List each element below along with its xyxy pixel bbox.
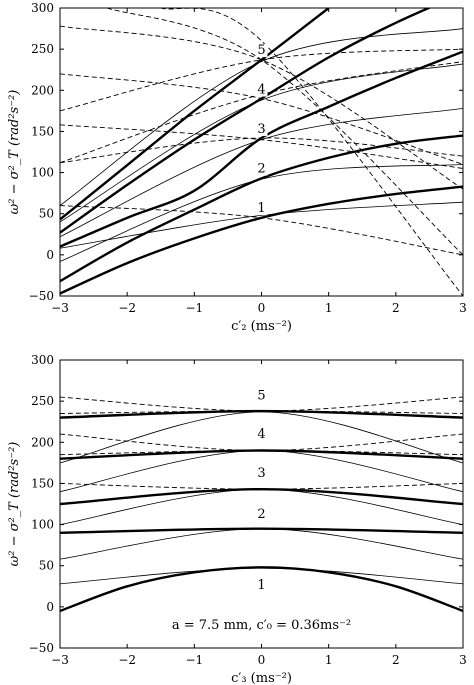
series-line-18 [106, 8, 463, 256]
y-tick-label: 100 [31, 166, 54, 180]
x-tick-label: 2 [392, 653, 400, 667]
series-line-4 [60, 449, 463, 460]
y-tick-label: 250 [31, 394, 54, 408]
y-tick-label: 250 [31, 42, 54, 56]
mode-label-3: 3 [257, 122, 265, 137]
mode-label-5: 5 [257, 43, 265, 58]
x-tick-label: −1 [185, 301, 203, 315]
mode-label-5: 5 [257, 388, 265, 403]
x-tick-label: 1 [325, 653, 333, 667]
y-tick-label: 50 [39, 559, 54, 573]
mode-label-4: 4 [257, 83, 265, 98]
series-line-2 [60, 527, 463, 534]
series-line-10 [60, 411, 463, 464]
mode-label-backing [255, 578, 268, 592]
y-tick-label: 300 [31, 353, 54, 367]
x-tick-label: −2 [118, 301, 136, 315]
series-line-1 [60, 566, 463, 613]
y-tick-label: 0 [46, 248, 54, 262]
mode-label-backing [255, 428, 268, 442]
series-line-11 [60, 205, 463, 256]
bottom-panel: −3 −2 −1 0 1 2 3 −50 0 50 100 150 200 250 300 1 2 3 4 5 a = … [7, 353, 467, 685]
series-line-10 [60, 28, 463, 206]
series-line-17 [60, 48, 463, 112]
mode-label-backing [255, 202, 268, 216]
y-axis-label: ω² − σ²_T (rad²s⁻²) [7, 442, 22, 567]
series-line-9 [60, 63, 463, 223]
series-line-7 [60, 528, 463, 560]
series-line-6 [60, 567, 463, 585]
x-tick-label: 3 [459, 301, 467, 315]
x-axis-label: c′₃ (ms⁻²) [231, 671, 292, 685]
series-line-13 [60, 433, 463, 451]
y-tick-label: −50 [29, 289, 54, 303]
mode-label-1: 1 [257, 578, 265, 593]
series-line-12 [60, 137, 463, 164]
mode-label-backing [255, 83, 268, 97]
x-tick-label: 3 [459, 653, 467, 667]
series-line-3 [60, 487, 463, 506]
y-tick-label: 200 [31, 435, 54, 449]
series-group [60, 396, 463, 613]
x-tick-label: 0 [258, 653, 266, 667]
y-tick-label: 100 [31, 518, 54, 532]
mode-label-backing [255, 466, 268, 480]
series-line-13 [60, 124, 463, 169]
series-line-5 [60, 8, 330, 221]
y-axis-label: ω² − σ²_T (rad²s⁻²) [7, 90, 22, 215]
series-line-15 [60, 25, 463, 190]
x-tick-label: 0 [258, 301, 266, 315]
y-tick-label: −50 [29, 641, 54, 655]
x-tick-label: −1 [185, 653, 203, 667]
series-line-11 [60, 482, 463, 490]
mode-label-backing [255, 44, 268, 58]
mode-label-4: 4 [257, 427, 265, 442]
mode-label-2: 2 [257, 507, 265, 522]
mode-label-1: 1 [257, 201, 265, 216]
y-tick-label: 150 [31, 476, 54, 490]
series-line-14 [60, 73, 463, 165]
series-line-19 [160, 8, 463, 296]
top-panel: −3 −2 −1 0 1 2 3 −50 0 50 100 150 200 250 300 1 2 3 4 5 c′₂ … [7, 1, 467, 334]
series-line-4 [60, 8, 432, 234]
x-axis-label: c′₂ (ms⁻²) [231, 319, 292, 334]
x-tick-label: −3 [51, 653, 69, 667]
y-tick-label: 0 [46, 600, 54, 614]
mode-label-3: 3 [257, 466, 265, 481]
series-line-15 [60, 396, 463, 412]
mode-label-backing [255, 389, 268, 403]
mode-label-backing [255, 123, 268, 137]
y-tick-label: 50 [39, 207, 54, 221]
series-line-2 [60, 134, 463, 283]
x-tick-label: −2 [118, 653, 136, 667]
x-tick-label: 1 [325, 301, 333, 315]
y-tick-label: 300 [31, 1, 54, 15]
y-tick-label: 200 [31, 83, 54, 97]
x-tick-label: 2 [392, 301, 400, 315]
mode-label-2: 2 [257, 162, 265, 177]
mode-label-backing [255, 162, 268, 176]
series-line-7 [60, 163, 463, 262]
y-tick-label: 150 [31, 124, 54, 138]
series-line-16 [60, 61, 463, 164]
parameter-annotation: a = 7.5 mm, c′₀ = 0.36ms⁻² [172, 618, 351, 633]
x-tick-label: −3 [51, 301, 69, 315]
mode-label-backing [255, 507, 268, 521]
